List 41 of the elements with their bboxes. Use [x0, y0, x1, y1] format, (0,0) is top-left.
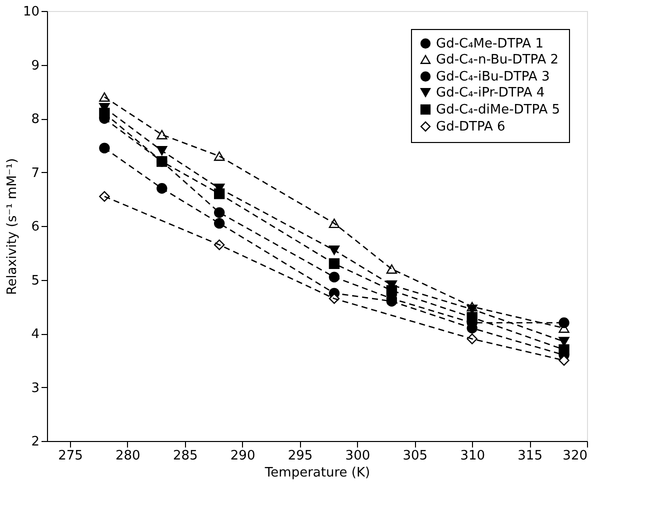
x-tick-label: 295: [288, 448, 313, 464]
x-tick-label: 280: [116, 448, 140, 464]
point: [558, 355, 570, 366]
y-tick-label: 6: [31, 220, 40, 234]
point: [328, 245, 340, 255]
y-tick-label: 2: [31, 434, 40, 450]
y-tick-label: 3: [31, 380, 40, 396]
point: [328, 272, 340, 282]
x-tick-label: 305: [402, 448, 428, 464]
x-axis-title: Temperature (K): [264, 466, 370, 480]
point: [156, 146, 168, 156]
legend-label: Gd-C₄-diMe-DTPA 5: [436, 102, 560, 118]
legend-label: Gd-DTPA 6: [436, 120, 506, 134]
y-tick-label: 7: [31, 166, 40, 181]
legend-label: Gd-C₄-n-Bu-DTPA 2: [436, 52, 559, 68]
x-tick-label: 320: [562, 448, 588, 464]
point: [156, 130, 168, 140]
x-tick-label: 300: [345, 448, 370, 464]
point: [558, 317, 570, 328]
y-axis-title: Relaxivity (s⁻¹ mM⁻¹): [4, 158, 20, 295]
y-tick-label: 10: [22, 4, 40, 20]
point: [386, 285, 398, 296]
x-tick-label: 285: [172, 448, 198, 464]
legend-label: Gd-C₄-iPr-DTPA 4: [436, 86, 545, 100]
point: [214, 207, 225, 218]
x-tick-label: 315: [518, 448, 542, 464]
point: [386, 264, 398, 274]
point: [214, 218, 225, 229]
y-tick-label: 5: [31, 273, 40, 288]
point: [156, 183, 168, 194]
y-tick-label: 4: [31, 327, 40, 342]
point: [99, 191, 110, 202]
legend-label: Gd-C₄-iBu-DTPA 3: [436, 70, 550, 84]
point: [99, 142, 110, 154]
legend-label: Gd-C₄Me-DTPA 1: [436, 36, 544, 52]
x-tick-label: 275: [58, 448, 83, 464]
point: [558, 344, 570, 355]
y-tick-label: 9: [31, 58, 40, 74]
y-tick-label: 8: [31, 112, 40, 127]
x-tick-label: 310: [460, 448, 486, 464]
x-tick-label: 290: [230, 448, 256, 464]
